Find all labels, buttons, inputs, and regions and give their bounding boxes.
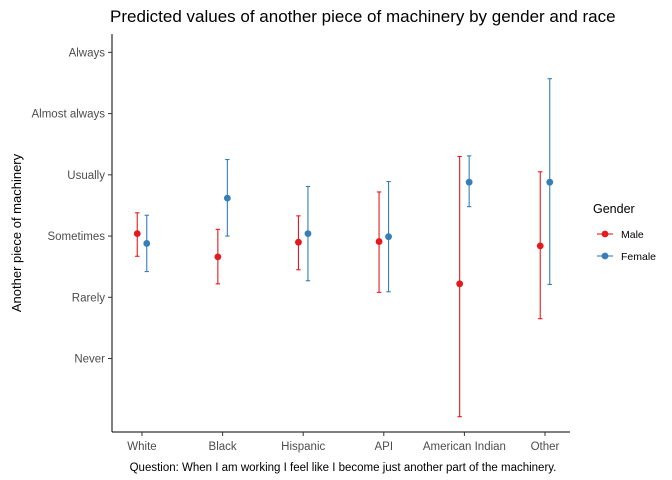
- y-tick-label: Almost always: [32, 109, 106, 121]
- legend-items: Male Female: [597, 229, 656, 263]
- point-female: [385, 233, 392, 241]
- x-tick-label: API: [375, 441, 394, 453]
- legend-label-male: Male: [621, 229, 644, 241]
- x-ticks: White Black Hispanic API American Indian Othe…: [127, 432, 560, 453]
- point-male: [456, 280, 464, 288]
- point-female: [465, 178, 473, 186]
- y-tick-label: Usually: [67, 170, 105, 182]
- legend-item-female: Female: [597, 251, 656, 263]
- point-female: [143, 240, 151, 247]
- y-tick-label: Sometimes: [47, 231, 105, 243]
- x-tick-label: White: [127, 441, 156, 453]
- point-male: [133, 230, 141, 238]
- point-male: [375, 238, 383, 245]
- chart-title: Predicted values of another piece of mac…: [110, 7, 616, 26]
- data-marks: [133, 78, 554, 418]
- point-male: [536, 242, 544, 250]
- plot-area: Never Rarely Sometimes Usually Almost always…: [32, 34, 570, 453]
- y-tick-label: Always: [69, 47, 106, 59]
- y-ticks: Never Rarely Sometimes Usually Almost always…: [32, 47, 112, 366]
- y-tick-label: Rarely: [72, 292, 105, 304]
- legend-key-female: [601, 252, 609, 260]
- x-tick-label: Other: [531, 441, 560, 453]
- x-tick-label: Hispanic: [281, 441, 325, 453]
- legend-title: Gender: [593, 202, 635, 216]
- point-female: [223, 194, 231, 202]
- point-female: [546, 178, 554, 186]
- y-tick-label: Never: [74, 354, 105, 366]
- legend-key-male: [601, 230, 609, 238]
- x-tick-label: American Indian: [423, 441, 506, 453]
- point-female: [304, 230, 312, 238]
- legend-label-female: Female: [621, 251, 656, 263]
- y-axis-title: Another piece of machinery: [9, 153, 24, 312]
- legend: Gender Male Female: [593, 202, 656, 263]
- x-tick-label: Black: [209, 441, 237, 453]
- legend-item-male: Male: [597, 229, 644, 241]
- point-male: [214, 253, 222, 261]
- point-male: [295, 238, 302, 246]
- chart-caption: Question: When I am working I feel like …: [130, 462, 557, 474]
